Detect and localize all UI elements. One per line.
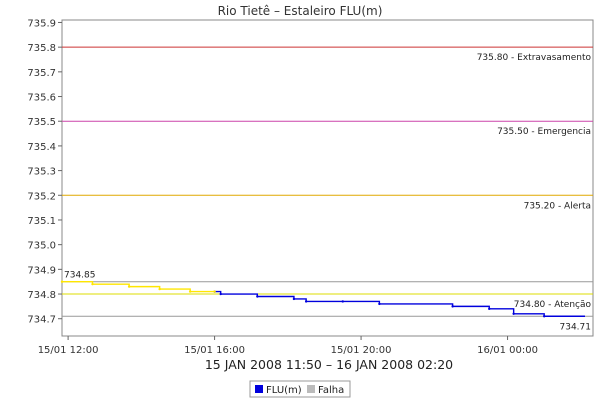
y-tick-label: 734.8 bbox=[27, 290, 56, 301]
legend-label-falha: Falha bbox=[318, 385, 344, 396]
threshold-label: 735.20 - Alerta bbox=[524, 201, 591, 211]
y-axis: 734.7 734.8 734.9 735.0 735.1 735.2 735.3 735.4… bbox=[27, 18, 62, 326]
x-tick-label: 15/01 12:00 bbox=[38, 345, 99, 356]
threshold-label: 735.50 - Emergencia bbox=[497, 127, 591, 137]
y-tick-label: 735.2 bbox=[27, 191, 56, 202]
x-tick-label: 15/01 20:00 bbox=[331, 345, 392, 356]
y-tick-label: 735.0 bbox=[27, 241, 56, 252]
series-point bbox=[188, 290, 192, 293]
series-point bbox=[378, 302, 381, 306]
series-lines bbox=[60, 280, 585, 318]
plot-area bbox=[61, 19, 594, 337]
series-line-pre-flu bbox=[62, 280, 215, 293]
series-point bbox=[304, 300, 308, 303]
series-point bbox=[213, 290, 216, 293]
chart-subtitle: 15 JAN 2008 11:50 – 16 JAN 2008 02:20 bbox=[205, 357, 453, 372]
y-tick-label: 734.9 bbox=[27, 265, 56, 276]
y-tick-label: 734.7 bbox=[27, 315, 56, 326]
series-line-flu bbox=[214, 290, 585, 317]
threshold-label: 735.80 - Extravasamento bbox=[477, 53, 592, 63]
series-point bbox=[542, 315, 546, 318]
series-point bbox=[158, 287, 161, 291]
series-point bbox=[341, 300, 344, 303]
reference-lines: 734.85 734.71 bbox=[62, 271, 593, 332]
legend-box bbox=[249, 380, 351, 398]
y-tick-label: 735.4 bbox=[27, 142, 56, 153]
y-tick-label: 735.9 bbox=[27, 18, 56, 29]
series-point bbox=[512, 312, 515, 315]
x-tick-label: 15/01 16:00 bbox=[184, 345, 245, 356]
threshold-label: 734.80 - Atenção bbox=[514, 300, 592, 310]
series-point bbox=[488, 307, 491, 311]
y-tick-label: 735.5 bbox=[27, 117, 56, 128]
reference-label-max: 734.85 bbox=[64, 271, 96, 281]
chart-title: Rio Tietê – Estaleiro FLU(m) bbox=[218, 4, 383, 18]
series-point bbox=[60, 280, 64, 283]
legend: FLU(m) Falha bbox=[249, 380, 351, 398]
series-point bbox=[451, 305, 454, 308]
series-point bbox=[292, 297, 296, 301]
legend-swatch-flu bbox=[255, 385, 263, 393]
x-tick-label: 16/01 00:00 bbox=[477, 345, 538, 356]
y-tick-label: 735.6 bbox=[27, 93, 56, 104]
y-tick-label: 735.3 bbox=[27, 167, 56, 178]
threshold-lines: 735.80 - Extravasamento 735.50 - Emergenc… bbox=[62, 46, 593, 310]
series-point bbox=[219, 292, 222, 296]
y-tick-label: 735.1 bbox=[27, 216, 56, 227]
series-point bbox=[127, 285, 131, 288]
legend-swatch-falha bbox=[307, 385, 315, 393]
x-axis: 15/01 12:00 15/01 16:00 15/01 20:00 16/01 0… bbox=[38, 336, 538, 356]
y-tick-label: 735.8 bbox=[27, 43, 56, 54]
reference-label-min: 734.71 bbox=[560, 322, 592, 332]
series-point bbox=[91, 282, 94, 286]
series-point bbox=[256, 295, 259, 298]
y-tick-label: 735.7 bbox=[27, 68, 56, 79]
legend-label-flu: FLU(m) bbox=[266, 385, 302, 396]
